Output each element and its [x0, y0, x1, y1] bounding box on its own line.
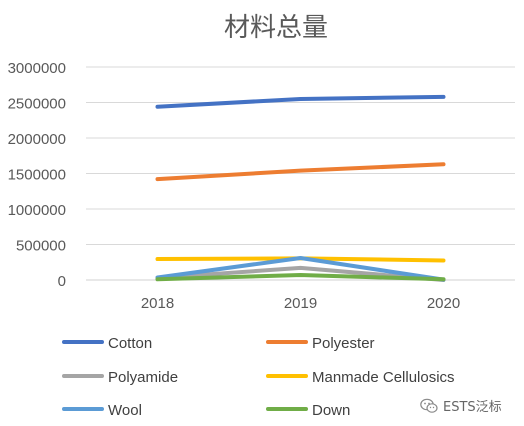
y-tick-label: 2500000	[8, 96, 66, 113]
legend: Cotton Polyester Polyamide Manmade Cellulos…	[62, 335, 455, 419]
wechat-icon	[420, 398, 438, 413]
x-tick-label: 2020	[427, 295, 460, 312]
y-tick-label: 2000000	[8, 131, 66, 148]
series-line-wool	[155, 255, 446, 282]
y-tick-label: 500000	[16, 238, 66, 255]
y-axis-ticks: 0 500000 1000000 1500000 2000000 2500000 30000…	[8, 60, 66, 290]
y-tick-label: 0	[58, 273, 66, 290]
legend-label: Cotton	[108, 335, 152, 352]
watermark-text: ESTS泛标	[443, 400, 502, 415]
legend-label: Down	[312, 402, 350, 419]
y-tick-label: 3000000	[8, 60, 66, 77]
legend-label: Wool	[108, 402, 142, 419]
watermark: ESTS泛标	[420, 396, 502, 415]
y-tick-label: 1000000	[8, 202, 66, 219]
legend-label: Polyamide	[108, 369, 178, 386]
series-line-down	[155, 273, 446, 282]
series-line-cotton	[155, 94, 446, 109]
legend-label: Polyester	[312, 335, 375, 352]
legend-label: Manmade Cellulosics	[312, 369, 455, 386]
x-tick-label: 2018	[141, 295, 174, 312]
chart-title: 材料总量	[224, 13, 328, 43]
series-lines	[155, 94, 446, 282]
x-tick-label: 2019	[284, 295, 317, 312]
x-axis-ticks: 2018 2019 2020	[141, 295, 460, 312]
series-line-polyester	[155, 162, 446, 182]
y-tick-label: 1500000	[8, 167, 66, 184]
gridlines	[86, 66, 515, 281]
